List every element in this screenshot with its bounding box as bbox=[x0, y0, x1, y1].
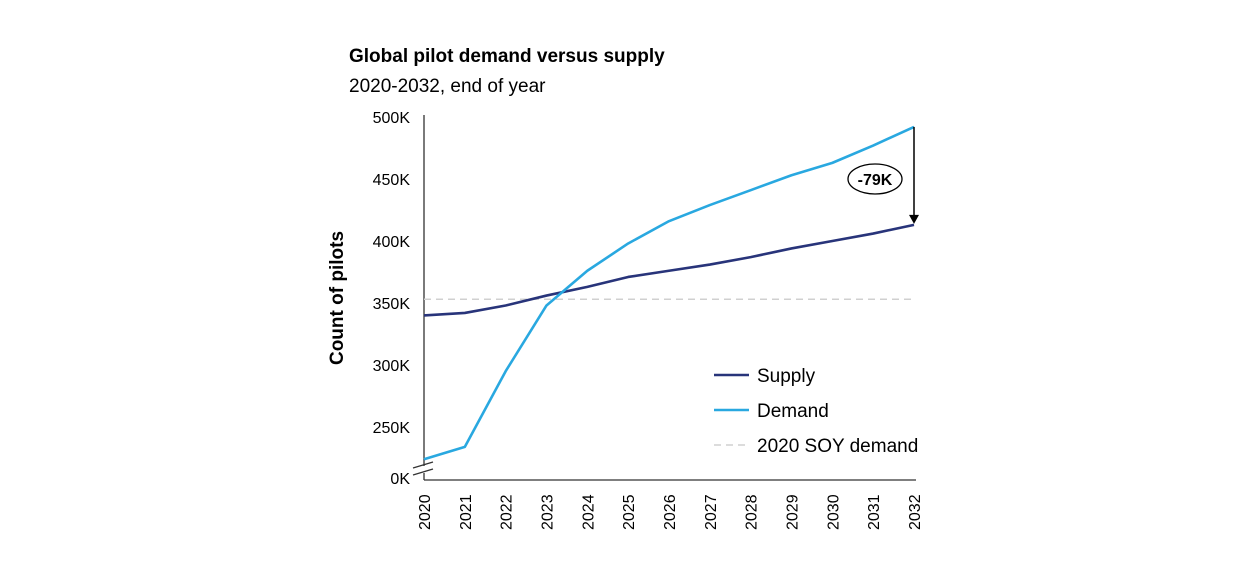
y-tick-label: 250K bbox=[373, 420, 411, 437]
y-tick-label: 0K bbox=[390, 471, 410, 488]
y-tick-label: 400K bbox=[373, 234, 411, 251]
x-tick-label: 2031 bbox=[866, 494, 883, 530]
y-axis-label: Count of pilots bbox=[327, 231, 348, 365]
x-tick-label: 2024 bbox=[580, 494, 597, 530]
x-tick-label: 2032 bbox=[907, 494, 924, 530]
axis-break-mark bbox=[412, 461, 434, 469]
x-tick-label: 2030 bbox=[825, 494, 842, 530]
x-tick-label: 2025 bbox=[621, 494, 638, 530]
x-tick-label: 2026 bbox=[662, 494, 679, 530]
x-tick-label: 2028 bbox=[744, 494, 761, 530]
x-tick-label: 2027 bbox=[703, 494, 720, 530]
x-tick-label: 2023 bbox=[540, 494, 557, 530]
chart-title: Global pilot demand versus supply bbox=[349, 46, 665, 67]
series-line-demand bbox=[423, 125, 915, 461]
y-tick-label: 500K bbox=[373, 110, 411, 127]
x-tick-label: 2021 bbox=[458, 494, 475, 530]
legend-label: Demand bbox=[757, 401, 829, 422]
axis-break-mark bbox=[412, 468, 434, 476]
x-tick-label: 2022 bbox=[499, 494, 516, 530]
y-tick-label: 450K bbox=[373, 172, 411, 189]
y-tick-label: 300K bbox=[373, 358, 411, 375]
y-tick-label: 350K bbox=[373, 296, 411, 313]
chart-subtitle: 2020-2032, end of year bbox=[349, 76, 546, 97]
gap-arrowhead bbox=[909, 214, 919, 224]
legend-label: Supply bbox=[757, 366, 816, 387]
series-line-supply bbox=[423, 223, 915, 317]
x-tick-label: 2029 bbox=[785, 494, 802, 530]
x-tick-label: 2020 bbox=[417, 494, 434, 530]
gap-label: -79K bbox=[858, 172, 893, 189]
legend-label: 2020 SOY demand bbox=[757, 436, 918, 457]
gap-label-ellipse bbox=[847, 163, 903, 195]
